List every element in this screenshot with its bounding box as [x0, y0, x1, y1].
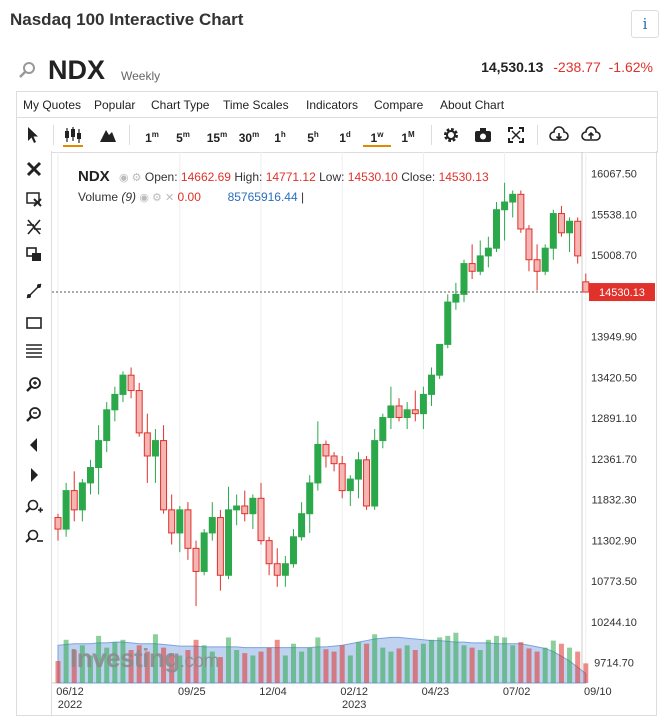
chart-menu: My Quotes Popular Chart Type Time Scales…: [16, 91, 658, 118]
candlestick-type-icon[interactable]: [63, 125, 83, 147]
timeframe-5m[interactable]: 5m: [176, 130, 190, 145]
menu-my-quotes[interactable]: My Quotes: [23, 98, 82, 112]
zoom-reset-icon[interactable]: [24, 527, 44, 547]
trendline-icon[interactable]: [24, 281, 44, 301]
timeframe-5h[interactable]: 5h: [307, 130, 319, 145]
zoom-in-plus-icon[interactable]: [24, 497, 44, 517]
last-price: 14,530.13: [481, 59, 544, 75]
gear-icon[interactable]: [442, 125, 460, 145]
legend-volume-ma: 85765916.44: [227, 190, 298, 204]
symbol-header: NDX Weekly 14,530.13 -238.77 -1.62%: [18, 55, 657, 85]
legend-volume-label: Volume: [78, 190, 119, 204]
timeframe-1m[interactable]: 1m: [145, 130, 159, 145]
chart-toolbar: 1m 5m 15m 30m 1h 5h 1d 1w 1M: [16, 117, 658, 153]
volume-visibility-icon[interactable]: ◉ ⚙ ✕: [139, 192, 175, 204]
upload-icon[interactable]: [581, 125, 601, 145]
investing-logo: Investing.com: [70, 643, 219, 673]
layers-icon[interactable]: [24, 245, 44, 265]
quote-summary: 14,530.13 -238.77 -1.62%: [481, 59, 657, 75]
legend-high-label: High:: [234, 170, 263, 184]
legend-symbol: NDX: [78, 168, 110, 185]
menu-time-scales[interactable]: Time Scales: [223, 98, 289, 112]
remove-drawings-icon[interactable]: [24, 189, 44, 209]
legend-close-value: 14530.13: [438, 170, 489, 184]
camera-icon[interactable]: [473, 125, 493, 145]
scroll-right-icon[interactable]: [24, 465, 44, 485]
price-change: -238.77: [553, 59, 601, 75]
download-icon[interactable]: [549, 125, 569, 145]
page-title: Nasdaq 100 Interactive Chart: [10, 10, 244, 29]
symbol-ticker: NDX: [48, 55, 106, 85]
legend-low-label: Low:: [319, 170, 345, 184]
scroll-left-icon[interactable]: [24, 435, 44, 455]
visibility-icon[interactable]: ◉ ⚙: [119, 172, 142, 184]
menu-chart-type[interactable]: Chart Type: [151, 98, 210, 112]
ohlc-legend: NDX ◉ ⚙ Open: 14662.69 High: 14771.12 Lo…: [78, 168, 489, 185]
search-icon[interactable]: [18, 61, 36, 79]
legend-volume-period: (9): [121, 190, 137, 204]
timeframe-15m[interactable]: 15m: [206, 130, 228, 145]
zoom-out-icon[interactable]: [24, 405, 44, 425]
timeframe-1d[interactable]: 1d: [339, 130, 351, 145]
volume-legend: Volume (9) ◉ ⚙ ✕ 0.00 85765916.44 |: [78, 190, 305, 204]
legend-open-label: Open:: [144, 170, 178, 184]
legend-open-value: 14662.69: [180, 170, 231, 184]
chart-area[interactable]: [50, 151, 657, 716]
fullscreen-icon[interactable]: [507, 125, 525, 145]
menu-indicators[interactable]: Indicators: [306, 98, 359, 112]
timeframe-1h[interactable]: 1h: [274, 130, 286, 145]
timeframe-1w[interactable]: 1w: [363, 125, 391, 147]
area-type-icon[interactable]: [99, 125, 117, 145]
info-icon[interactable]: i: [631, 10, 659, 38]
legend-low-value: 14530.10: [347, 170, 398, 184]
drawing-tools: [16, 151, 52, 716]
zoom-in-icon[interactable]: [24, 375, 44, 395]
fibonacci-icon[interactable]: [24, 341, 44, 361]
rectangle-tool-icon[interactable]: [24, 313, 44, 333]
legend-high-value: 14771.12: [265, 170, 316, 184]
menu-about-chart[interactable]: About Chart: [440, 98, 505, 112]
legend-volume-value: 0.00: [177, 190, 201, 204]
menu-popular[interactable]: Popular: [94, 98, 136, 112]
price-change-pct: -1.62%: [608, 59, 653, 75]
timeframe-1M[interactable]: 1M: [401, 130, 415, 145]
cursor-icon[interactable]: [25, 125, 41, 145]
menu-compare[interactable]: Compare: [374, 98, 424, 112]
chart-period: Weekly: [121, 69, 161, 83]
legend-close-label: Close:: [401, 170, 436, 184]
timeframe-30m[interactable]: 30m: [238, 130, 260, 145]
crosshair-tool-icon[interactable]: [24, 217, 44, 237]
close-icon[interactable]: [24, 159, 44, 179]
